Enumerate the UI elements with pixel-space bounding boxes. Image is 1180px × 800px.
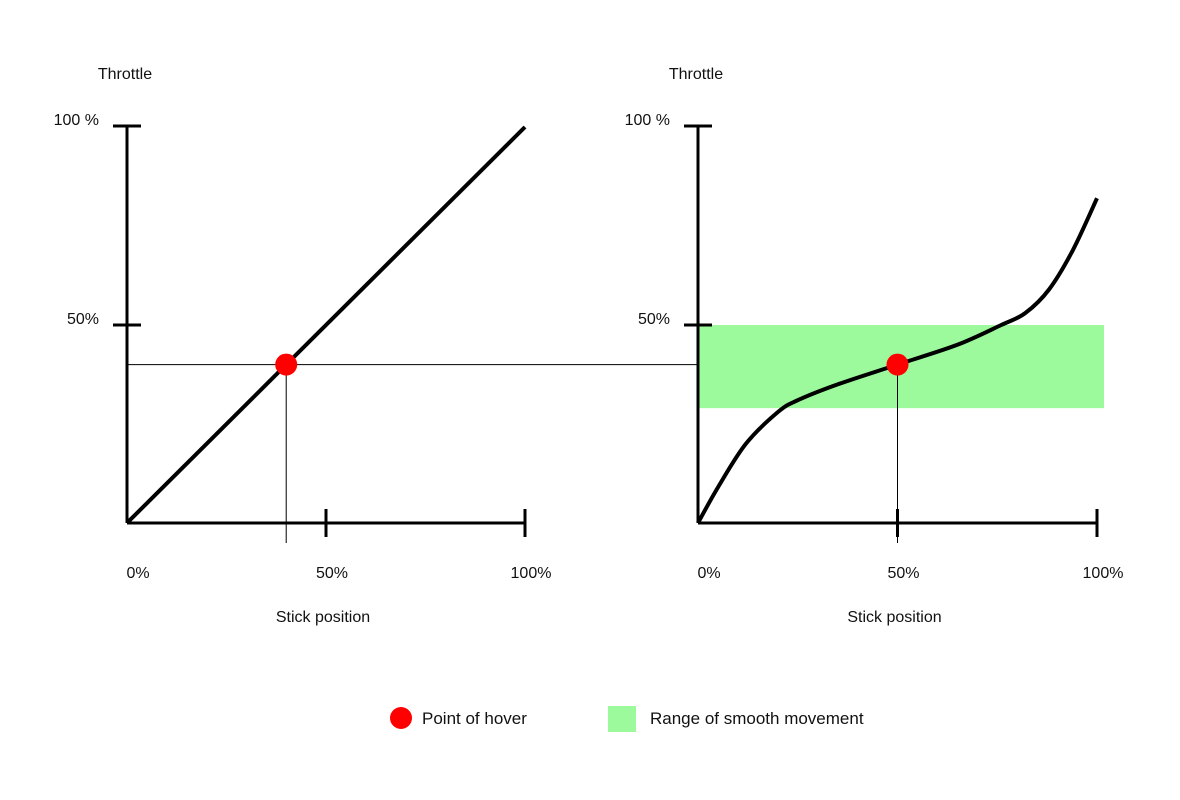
x-tick-label: 0%: [697, 565, 720, 582]
x-tick-label: 50%: [887, 565, 919, 582]
x-axis-label: Stick position: [847, 609, 941, 626]
hover-point: [275, 353, 298, 376]
y-axis-label: Throttle: [98, 66, 152, 83]
x-tick-label: 100%: [511, 565, 552, 582]
legend-hover-marker: [390, 707, 412, 729]
x-tick-label: 100%: [1083, 565, 1124, 582]
y-axis-label: Throttle: [669, 66, 723, 83]
legend-smooth-swatch: [608, 706, 636, 732]
x-tick-label: 0%: [126, 565, 149, 582]
right-chart: 50% 100 % 0% 50% 100% Throttle Stick position: [625, 66, 1124, 626]
y-tick-label: 50%: [638, 311, 670, 328]
x-axis-label: Stick position: [276, 609, 370, 626]
throttle-curve: [125, 125, 527, 525]
hover-point: [886, 353, 909, 376]
y-tick-label: 100 %: [625, 112, 670, 129]
legend: Point of hover Range of smooth movement: [390, 706, 864, 732]
y-tick-label: 50%: [67, 311, 99, 328]
legend-label-smooth: Range of smooth movement: [650, 709, 864, 728]
x-tick-label: 50%: [316, 565, 348, 582]
legend-label-hover: Point of hover: [422, 709, 527, 728]
left-chart: 50% 100 % 0% 50% 100% Throttle Stick position: [54, 66, 552, 626]
y-tick-label: 100 %: [54, 112, 99, 129]
